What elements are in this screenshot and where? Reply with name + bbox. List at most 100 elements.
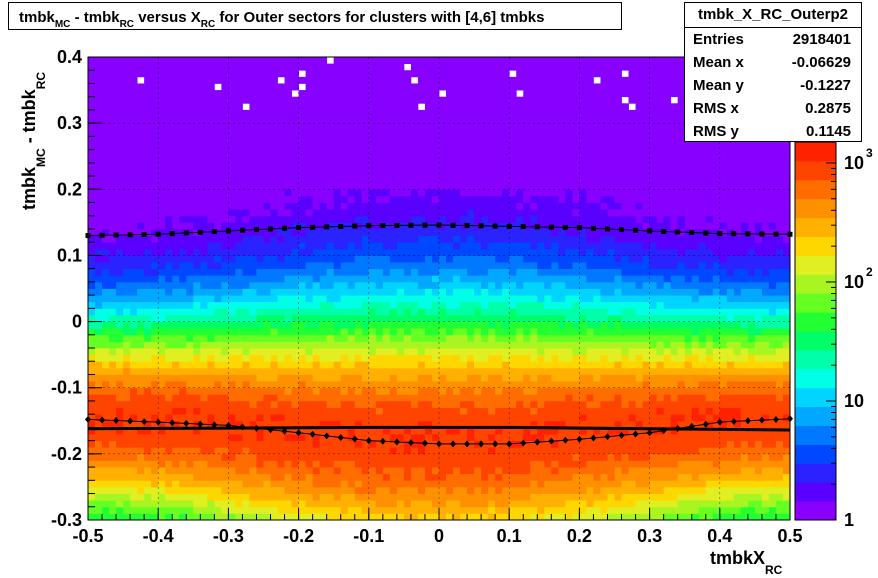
overlay-point: [113, 417, 120, 425]
overlay-point: [197, 420, 204, 428]
overlay-point: [717, 231, 723, 237]
overlay-point: [562, 224, 568, 230]
overlay-point: [282, 225, 288, 231]
overlay-point: [604, 433, 611, 441]
overlay-point: [310, 224, 316, 230]
x-tick-label: 0: [434, 526, 444, 546]
x-tick-label: -0.2: [283, 526, 314, 546]
palette-swatch: [795, 198, 836, 219]
overlay-point: [113, 232, 119, 238]
overlay-point: [745, 231, 751, 237]
stats-histogram-name: tmbk_X_RC_Outerp2: [685, 3, 861, 28]
overlay-point: [352, 223, 358, 229]
y-axis-ticks: -0.3 -0.2 -0.1 0 0.1 0.2 0.3 0.4: [51, 47, 102, 530]
overlay-point: [239, 227, 245, 233]
x-tick-label: 0.2: [567, 526, 592, 546]
overlay-point: [225, 228, 231, 234]
palette-swatch: [795, 236, 836, 256]
overlay-point: [351, 435, 358, 443]
overlay-point: [716, 418, 723, 426]
overlay-point: [141, 232, 147, 238]
overlay-point: [436, 440, 442, 448]
overlay-point: [534, 438, 541, 446]
overlay-point: [520, 439, 527, 447]
overlay-point: [731, 231, 737, 237]
palette-swatch: [795, 406, 836, 426]
overlay-point: [478, 223, 484, 229]
y-axis-label: tmbkMC - tmbkRC: [19, 72, 48, 210]
palette-exponent: 3: [866, 146, 873, 160]
overlay-point: [436, 222, 442, 228]
overlay-point: [394, 222, 400, 228]
overlay-line: [87, 425, 791, 432]
x-axis-label: tmbkXRC: [710, 548, 783, 577]
overlay-point: [590, 225, 596, 231]
overlay-point: [744, 417, 751, 425]
stats-row-mean-x: Mean x -0.06629: [693, 54, 851, 71]
palette-swatch: [795, 368, 836, 389]
palette-swatch: [795, 482, 836, 502]
palette-swatch: [795, 274, 836, 294]
overlay-point: [759, 231, 765, 237]
stats-row-rms-y: RMS y 0.1145: [693, 123, 851, 140]
palette-swatch: [795, 142, 836, 162]
overlay-point: [393, 438, 400, 446]
overlay-point: [127, 232, 133, 238]
x-tick-label: 0.3: [637, 526, 662, 546]
title-box: tmbkMC - tmbkRC versus XRC for Outer sec…: [8, 2, 622, 30]
overlay-point: [323, 432, 330, 440]
palette-label: 10: [844, 272, 864, 292]
overlay-point: [379, 437, 386, 445]
overlay-point: [647, 228, 653, 234]
overlay-square: [85, 222, 793, 239]
overlay-point: [661, 228, 667, 234]
overlay-point: [99, 232, 105, 238]
overlay-point: [534, 224, 540, 230]
overlay-point: [772, 415, 779, 423]
overlay-point: [450, 222, 456, 228]
overlay-point: [169, 231, 175, 237]
y-tick-label: -0.3: [51, 510, 82, 530]
chart-title: tmbkMC - tmbkRC versus XRC for Outer sec…: [19, 9, 545, 30]
x-tick-label: 0.1: [497, 526, 522, 546]
overlay-point: [421, 439, 428, 447]
x-tick-label: 0.5: [777, 526, 802, 546]
overlay-point: [281, 427, 288, 435]
overlay-point: [619, 227, 625, 233]
overlay-point: [380, 223, 386, 229]
overlay-point: [337, 433, 344, 441]
overlay-point: [632, 430, 639, 438]
overlay-point: [646, 429, 653, 437]
overlay-point: [296, 225, 302, 231]
y-tick-label: 0.2: [57, 179, 82, 199]
palette-swatch: [795, 293, 836, 313]
x-axis-ticks: -0.5 -0.4 -0.3 -0.2 -0.1 0 0.1 0.2 0.3 0.4 0.5: [72, 508, 803, 546]
palette-swatch: [795, 179, 836, 200]
palette-swatch: [795, 217, 836, 237]
overlay-point: [548, 224, 554, 230]
y-tick-label: 0.1: [57, 245, 82, 265]
palette-swatch: [795, 463, 836, 483]
overlay-point: [309, 430, 316, 438]
overlay-point: [197, 229, 203, 235]
overlay-point: [618, 431, 625, 439]
overlay-point: [324, 224, 330, 230]
overlay-line: [87, 425, 791, 432]
profile-overlays: [85, 222, 793, 448]
palette-swatch: [795, 425, 836, 445]
overlay-point: [506, 223, 512, 229]
overlay-point: [295, 429, 302, 437]
palette-swatch: [795, 349, 836, 370]
overlay-point: [464, 440, 471, 448]
overlay-point: [633, 227, 639, 233]
x-tick-label: 0.4: [707, 526, 732, 546]
overlay-point: [506, 440, 513, 448]
overlay-point: [155, 231, 161, 237]
overlay-point: [99, 416, 106, 424]
overlay-point: [675, 229, 681, 235]
overlay-point: [85, 415, 91, 423]
overlay-point: [576, 435, 583, 443]
palette-exponent: 2: [866, 265, 873, 279]
overlay-point: [730, 417, 737, 425]
